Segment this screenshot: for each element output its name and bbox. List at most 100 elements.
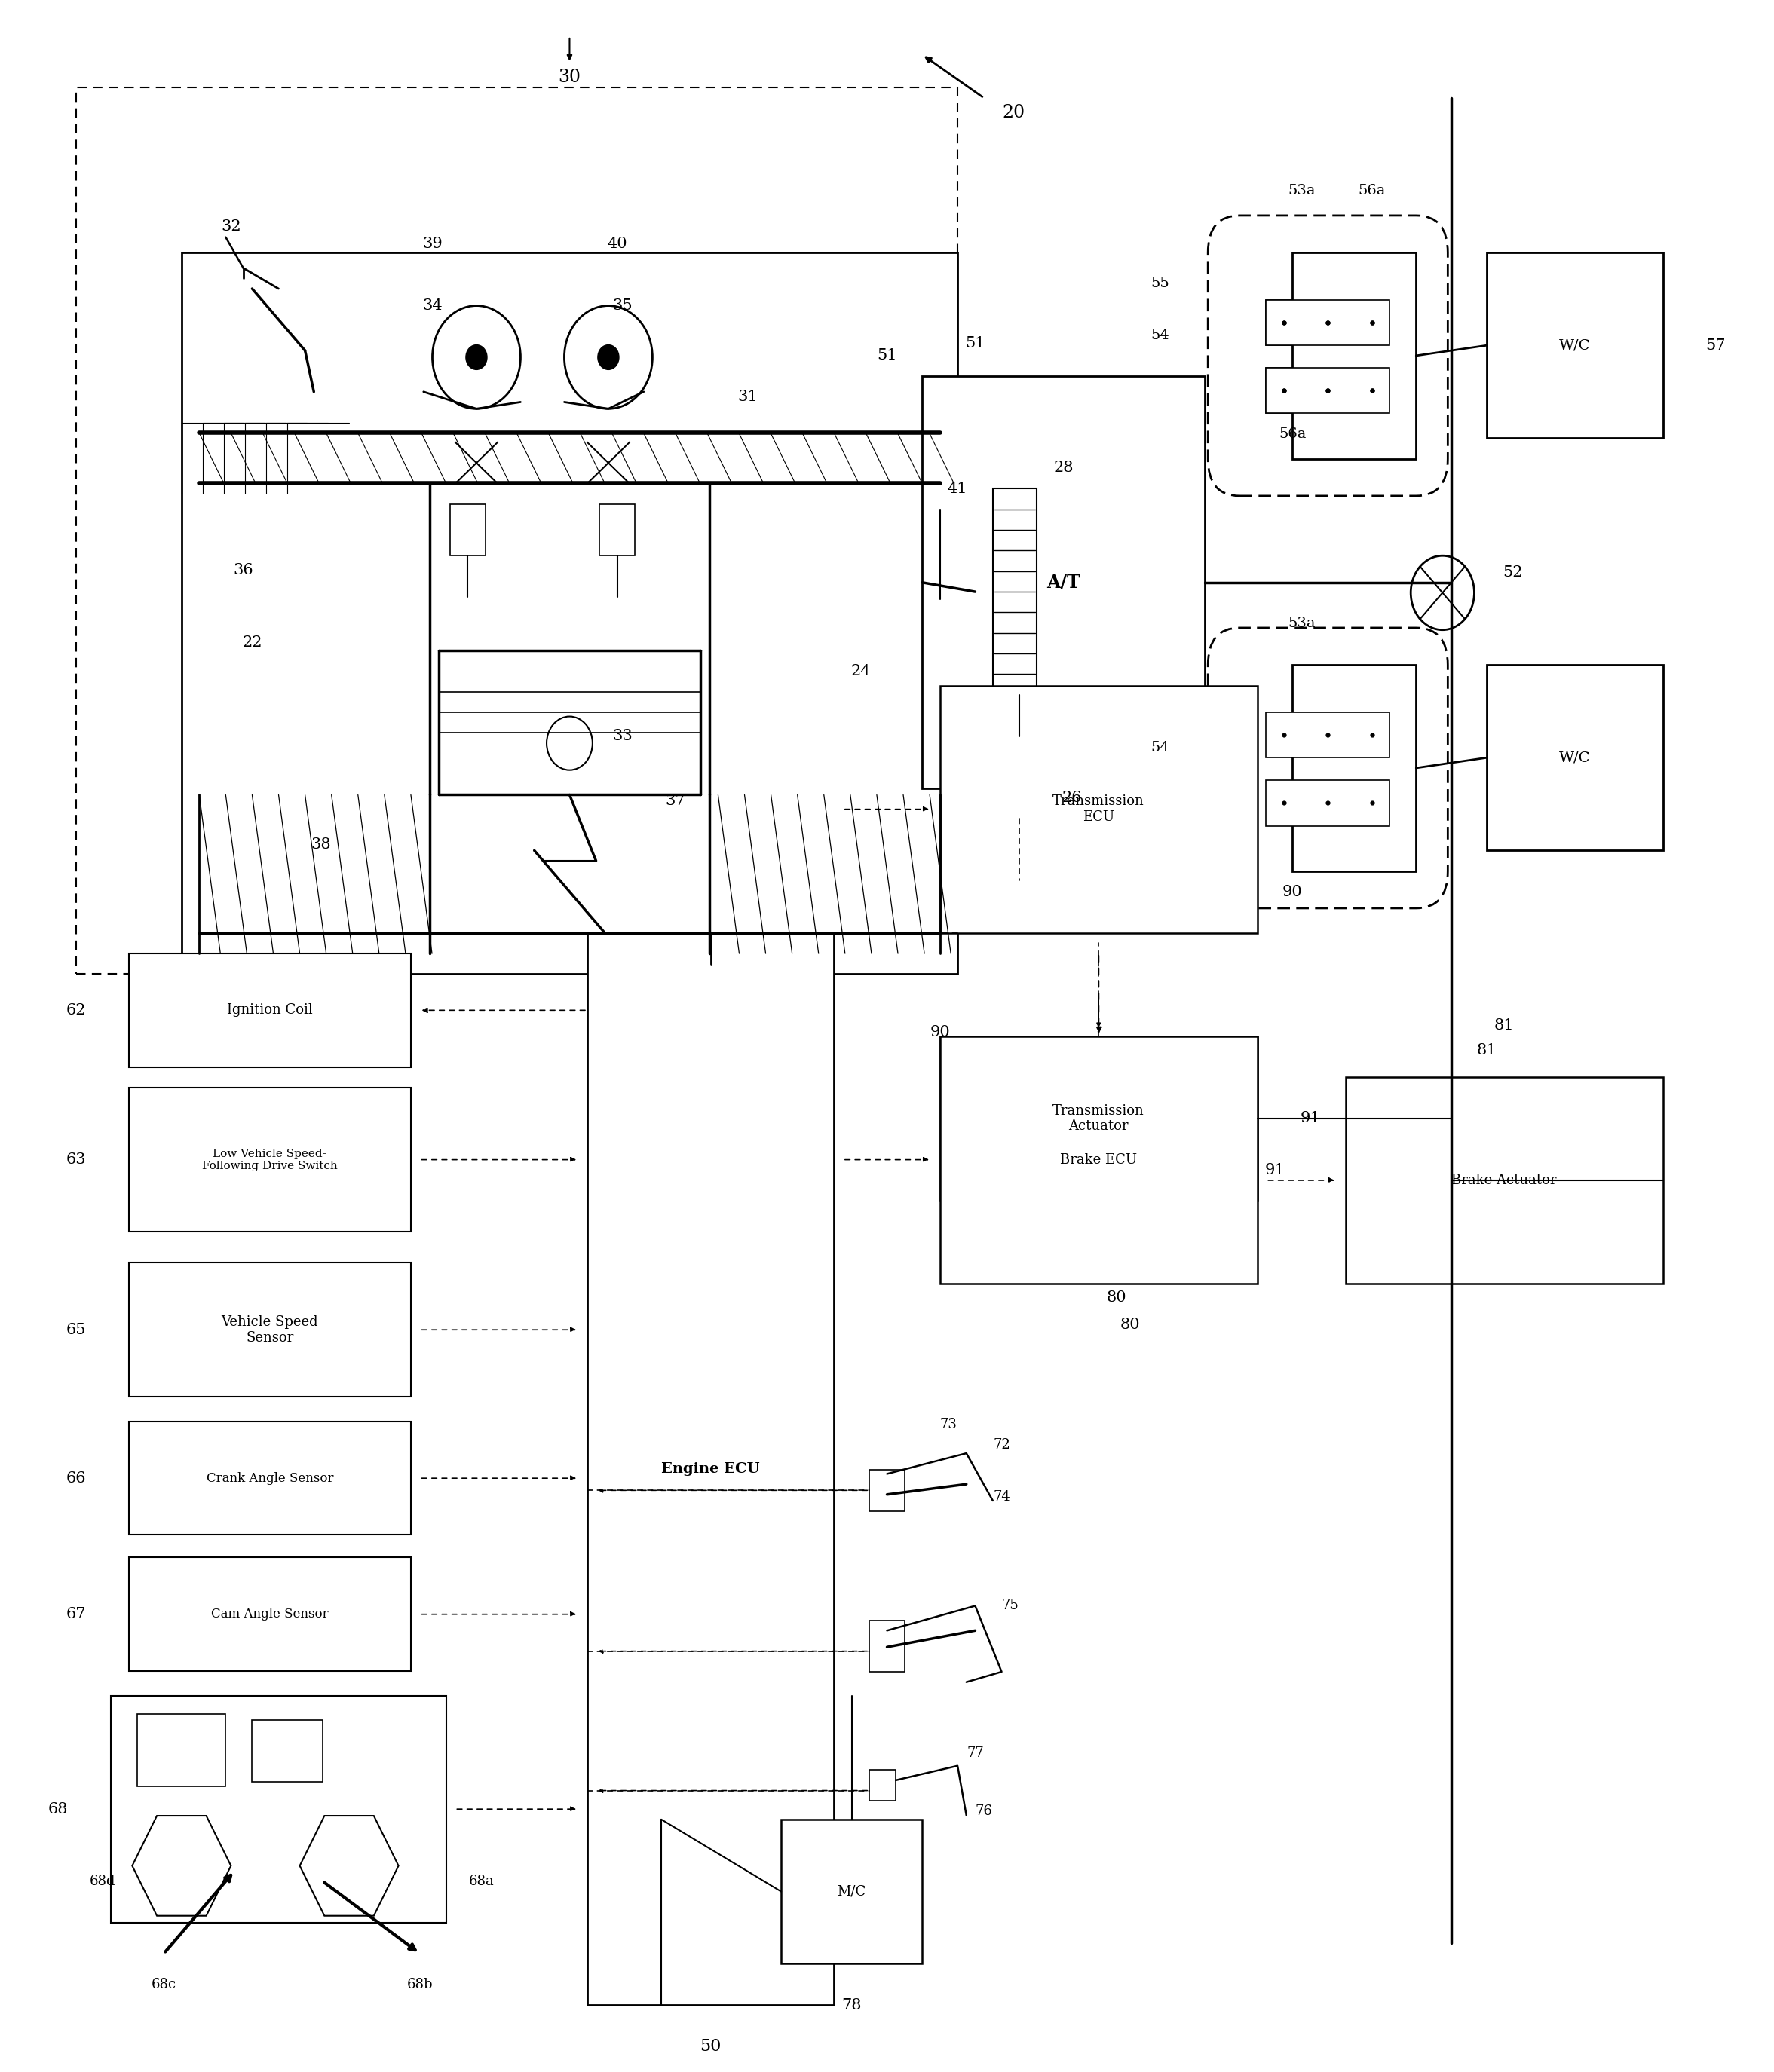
Text: 56a: 56a	[1279, 427, 1306, 441]
FancyBboxPatch shape	[1267, 781, 1389, 827]
Text: 30: 30	[559, 68, 580, 87]
Text: Low Vehicle Speed-
Following Drive Switch: Low Vehicle Speed- Following Drive Switc…	[202, 1148, 337, 1171]
Circle shape	[467, 344, 488, 369]
Text: 34: 34	[422, 298, 442, 313]
Text: 20: 20	[1002, 104, 1025, 120]
FancyBboxPatch shape	[76, 87, 958, 974]
Text: A/T: A/T	[1047, 574, 1080, 591]
Text: 75: 75	[1002, 1600, 1018, 1612]
FancyBboxPatch shape	[252, 1720, 323, 1782]
Text: Vehicle Speed
Sensor: Vehicle Speed Sensor	[222, 1316, 318, 1345]
FancyBboxPatch shape	[1208, 215, 1448, 495]
Text: 54: 54	[1151, 740, 1169, 754]
FancyBboxPatch shape	[1487, 253, 1662, 437]
Text: 68a: 68a	[468, 1875, 495, 1888]
FancyBboxPatch shape	[130, 1088, 412, 1233]
FancyBboxPatch shape	[1293, 665, 1416, 870]
Text: 33: 33	[612, 729, 633, 744]
Text: W/C: W/C	[1559, 338, 1591, 352]
FancyBboxPatch shape	[869, 1620, 905, 1672]
Text: 51: 51	[876, 348, 898, 363]
Text: 28: 28	[1054, 460, 1073, 474]
Text: Transmission
ECU: Transmission ECU	[1052, 794, 1144, 825]
Circle shape	[598, 344, 619, 369]
FancyBboxPatch shape	[130, 1262, 412, 1397]
Text: 36: 36	[232, 564, 254, 578]
Text: 68c: 68c	[151, 1977, 176, 1991]
FancyBboxPatch shape	[1208, 628, 1448, 908]
FancyBboxPatch shape	[1345, 1077, 1662, 1283]
FancyBboxPatch shape	[1267, 369, 1389, 414]
Text: Cam Angle Sensor: Cam Angle Sensor	[211, 1608, 328, 1620]
Text: Ignition Coil: Ignition Coil	[227, 1003, 312, 1017]
FancyBboxPatch shape	[451, 503, 486, 555]
FancyBboxPatch shape	[993, 489, 1036, 694]
Text: Brake ECU: Brake ECU	[1061, 1152, 1137, 1167]
Text: Brake Actuator: Brake Actuator	[1451, 1173, 1558, 1187]
Text: Transmission
Actuator: Transmission Actuator	[1052, 1104, 1144, 1133]
FancyBboxPatch shape	[1293, 253, 1416, 458]
FancyBboxPatch shape	[940, 1036, 1258, 1202]
FancyBboxPatch shape	[922, 377, 1205, 789]
FancyBboxPatch shape	[781, 1819, 922, 1964]
Text: 80: 80	[1107, 1291, 1126, 1305]
FancyBboxPatch shape	[130, 953, 412, 1067]
Text: 73: 73	[940, 1417, 958, 1432]
Text: 68d: 68d	[89, 1875, 115, 1888]
FancyBboxPatch shape	[587, 932, 834, 2006]
Text: Crank Angle Sensor: Crank Angle Sensor	[206, 1471, 334, 1486]
Text: 72: 72	[993, 1438, 1009, 1452]
Text: 32: 32	[222, 220, 241, 234]
Text: 24: 24	[850, 663, 871, 678]
Text: 38: 38	[310, 837, 332, 852]
FancyBboxPatch shape	[869, 1769, 896, 1801]
Text: Engine ECU: Engine ECU	[662, 1463, 759, 1475]
Text: 40: 40	[607, 236, 628, 251]
Text: 35: 35	[612, 298, 633, 313]
Text: W/C: W/C	[1559, 750, 1591, 765]
FancyBboxPatch shape	[112, 1695, 445, 1923]
Text: 31: 31	[738, 390, 757, 404]
FancyBboxPatch shape	[1267, 713, 1389, 758]
Text: 77: 77	[967, 1747, 985, 1761]
Text: 53a: 53a	[1288, 617, 1315, 630]
FancyBboxPatch shape	[1002, 736, 1036, 818]
Text: 57: 57	[1707, 338, 1726, 352]
Text: 54: 54	[1151, 327, 1169, 342]
Text: 81: 81	[1494, 1019, 1515, 1032]
Text: 53a: 53a	[1288, 184, 1315, 197]
FancyBboxPatch shape	[130, 1558, 412, 1670]
FancyBboxPatch shape	[940, 686, 1258, 932]
Text: 50: 50	[701, 2039, 722, 2055]
Text: 37: 37	[665, 794, 685, 808]
Text: 51: 51	[965, 336, 985, 350]
Text: 81: 81	[1476, 1044, 1497, 1057]
Text: 63: 63	[66, 1152, 85, 1167]
Text: 90: 90	[930, 1026, 951, 1038]
Text: 65: 65	[66, 1322, 85, 1336]
Text: 68: 68	[48, 1803, 67, 1817]
Text: 68b: 68b	[406, 1977, 433, 1991]
Text: 56a: 56a	[1359, 184, 1385, 197]
FancyBboxPatch shape	[181, 253, 958, 974]
Text: 62: 62	[66, 1003, 85, 1017]
Text: 52: 52	[1503, 566, 1524, 580]
Text: 67: 67	[66, 1608, 85, 1622]
Text: 66: 66	[66, 1471, 85, 1486]
Text: 80: 80	[1121, 1318, 1141, 1332]
Text: 76: 76	[976, 1805, 993, 1817]
Text: 22: 22	[241, 636, 263, 649]
FancyBboxPatch shape	[869, 1469, 905, 1510]
Text: M/C: M/C	[837, 1886, 866, 1898]
Text: 41: 41	[947, 481, 967, 495]
Text: 26: 26	[1063, 792, 1082, 806]
FancyBboxPatch shape	[130, 1421, 412, 1535]
FancyBboxPatch shape	[940, 1036, 1258, 1283]
Text: 78: 78	[841, 1997, 862, 2012]
FancyBboxPatch shape	[1487, 665, 1662, 850]
FancyBboxPatch shape	[600, 503, 635, 555]
Text: 55: 55	[1151, 278, 1169, 290]
Text: 90: 90	[1283, 885, 1302, 899]
FancyBboxPatch shape	[138, 1714, 225, 1786]
Text: 74: 74	[993, 1490, 1009, 1504]
